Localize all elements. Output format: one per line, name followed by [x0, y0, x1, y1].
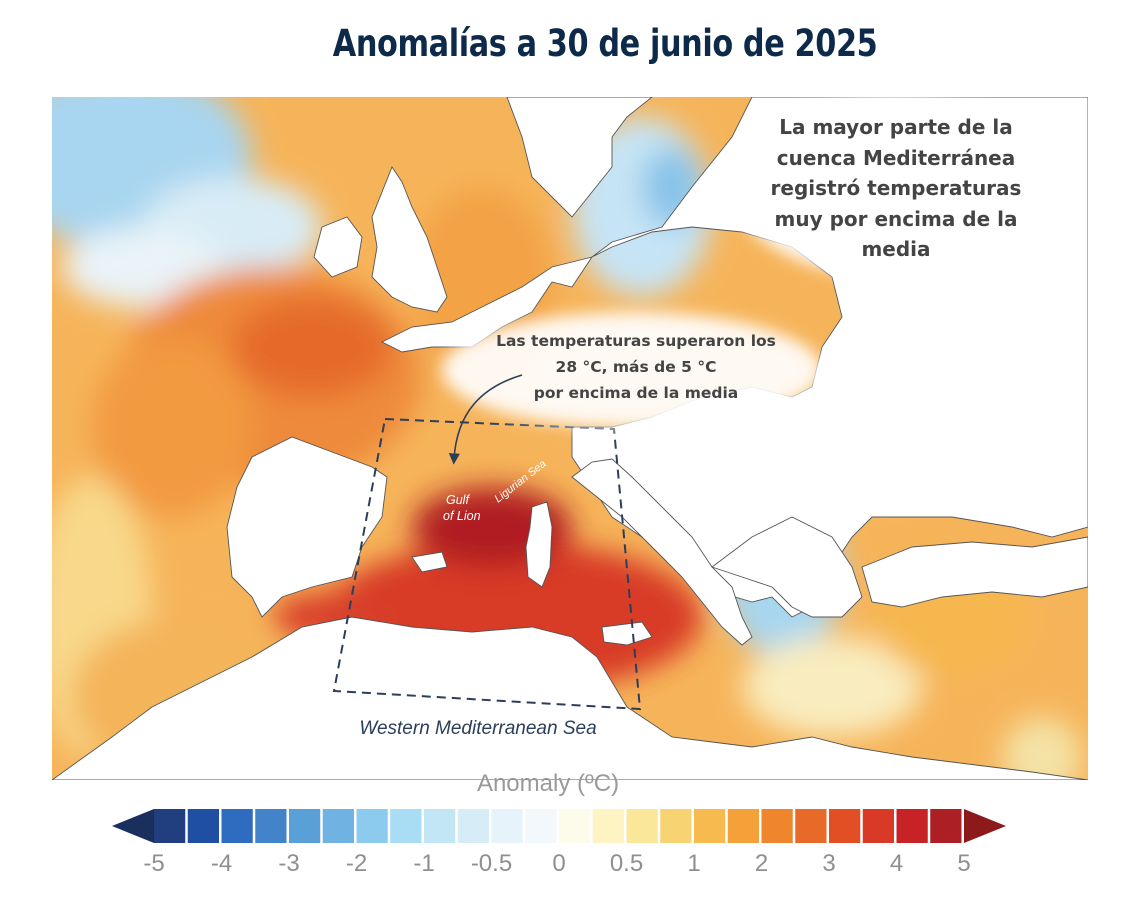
legend-swatch	[221, 809, 253, 843]
north-africa	[52, 616, 1088, 780]
legend-swatch	[424, 809, 456, 843]
italy	[571, 458, 753, 646]
legend-swatch	[660, 809, 692, 843]
legend-tick-label: -2	[345, 850, 368, 877]
western-med-label: Western Mediterranean Sea	[359, 718, 597, 739]
legend-swatch	[154, 809, 186, 843]
spot-callout: Las temperaturas superaron los 28 °C, má…	[466, 328, 806, 406]
legend-tick-labels: -5 -4 -3 -2 -1 -0.5 0 0.5 1 2 3 4 5	[0, 850, 1144, 882]
legend-swatch	[862, 809, 894, 843]
legend-title: Anomaly (ºC)	[476, 770, 620, 797]
legend-swatch	[592, 809, 624, 843]
legend-low-arrow	[112, 809, 154, 843]
legend-tick-label: -4	[210, 850, 233, 877]
legend-swatch	[525, 809, 557, 843]
legend-tick-label: -3	[278, 850, 300, 877]
legend-tick-label: 4	[889, 850, 904, 877]
legend-swatch	[322, 809, 354, 843]
color-legend-bar	[112, 809, 1006, 843]
legend-swatch	[255, 809, 287, 843]
legend-swatch	[795, 809, 827, 843]
gulf-line-2: of Lion	[443, 509, 481, 523]
legend-swatch	[187, 809, 219, 843]
balkans	[711, 516, 863, 618]
corsica-sardinia	[525, 501, 553, 588]
scandinavia	[506, 97, 653, 218]
legend-swatch	[626, 809, 658, 843]
legend-tick-label: 0	[552, 850, 566, 877]
western-med-box	[332, 417, 642, 711]
legend-swatch	[356, 809, 388, 843]
spot-callout-line-1: Las temperaturas superaron los	[496, 332, 776, 350]
legend-swatch	[390, 809, 422, 843]
anomaly-map: Gulf of Lion Ligurian Sea	[52, 97, 1088, 780]
main-callout-glow	[732, 97, 1052, 277]
gulf-line-1: Gulf	[446, 493, 470, 507]
legend-swatch	[694, 809, 726, 843]
legend-tick-label: -5	[143, 850, 165, 877]
main-callout: La mayor parte de la cuenca Mediterránea…	[770, 115, 1022, 261]
ireland	[313, 216, 363, 278]
gulf-of-lion-label: Gulf of Lion	[443, 493, 481, 523]
anatolia	[861, 536, 1088, 608]
legend-swatch	[761, 809, 793, 843]
legend-swatch	[559, 809, 591, 843]
legend-swatch	[829, 809, 861, 843]
title-wrapper: Anomalías a 30 de junio de 2025	[0, 22, 1144, 65]
legend-swatch	[930, 809, 962, 843]
balearics	[411, 551, 448, 573]
map-title: Anomalías a 30 de junio de 2025	[332, 22, 878, 65]
legend-swatch	[491, 809, 523, 843]
legend-high-arrow	[964, 809, 1006, 843]
legend-swatch	[457, 809, 489, 843]
great-britain	[371, 166, 448, 313]
legend-tick-label: -1	[413, 850, 435, 877]
callout-arrow	[448, 374, 523, 465]
legend-swatch	[896, 809, 928, 843]
legend-swatch	[727, 809, 759, 843]
legend-tick-label: -0.5	[470, 850, 513, 877]
sicily	[601, 621, 653, 646]
legend-tick-label: 0.5	[609, 850, 644, 877]
spot-callout-glow	[442, 312, 822, 428]
spot-callout-line-2: 28 °C, más de 5 °C	[555, 358, 717, 376]
legend-tick-label: 5	[957, 850, 971, 877]
legend-swatch	[289, 809, 321, 843]
legend-tick-label: 1	[687, 850, 701, 877]
legend-tick-label: 2	[754, 850, 769, 877]
spot-callout-line-3: por encima de la media	[533, 384, 739, 402]
iberia	[226, 436, 388, 618]
legend-tick-label: 3	[822, 850, 836, 877]
